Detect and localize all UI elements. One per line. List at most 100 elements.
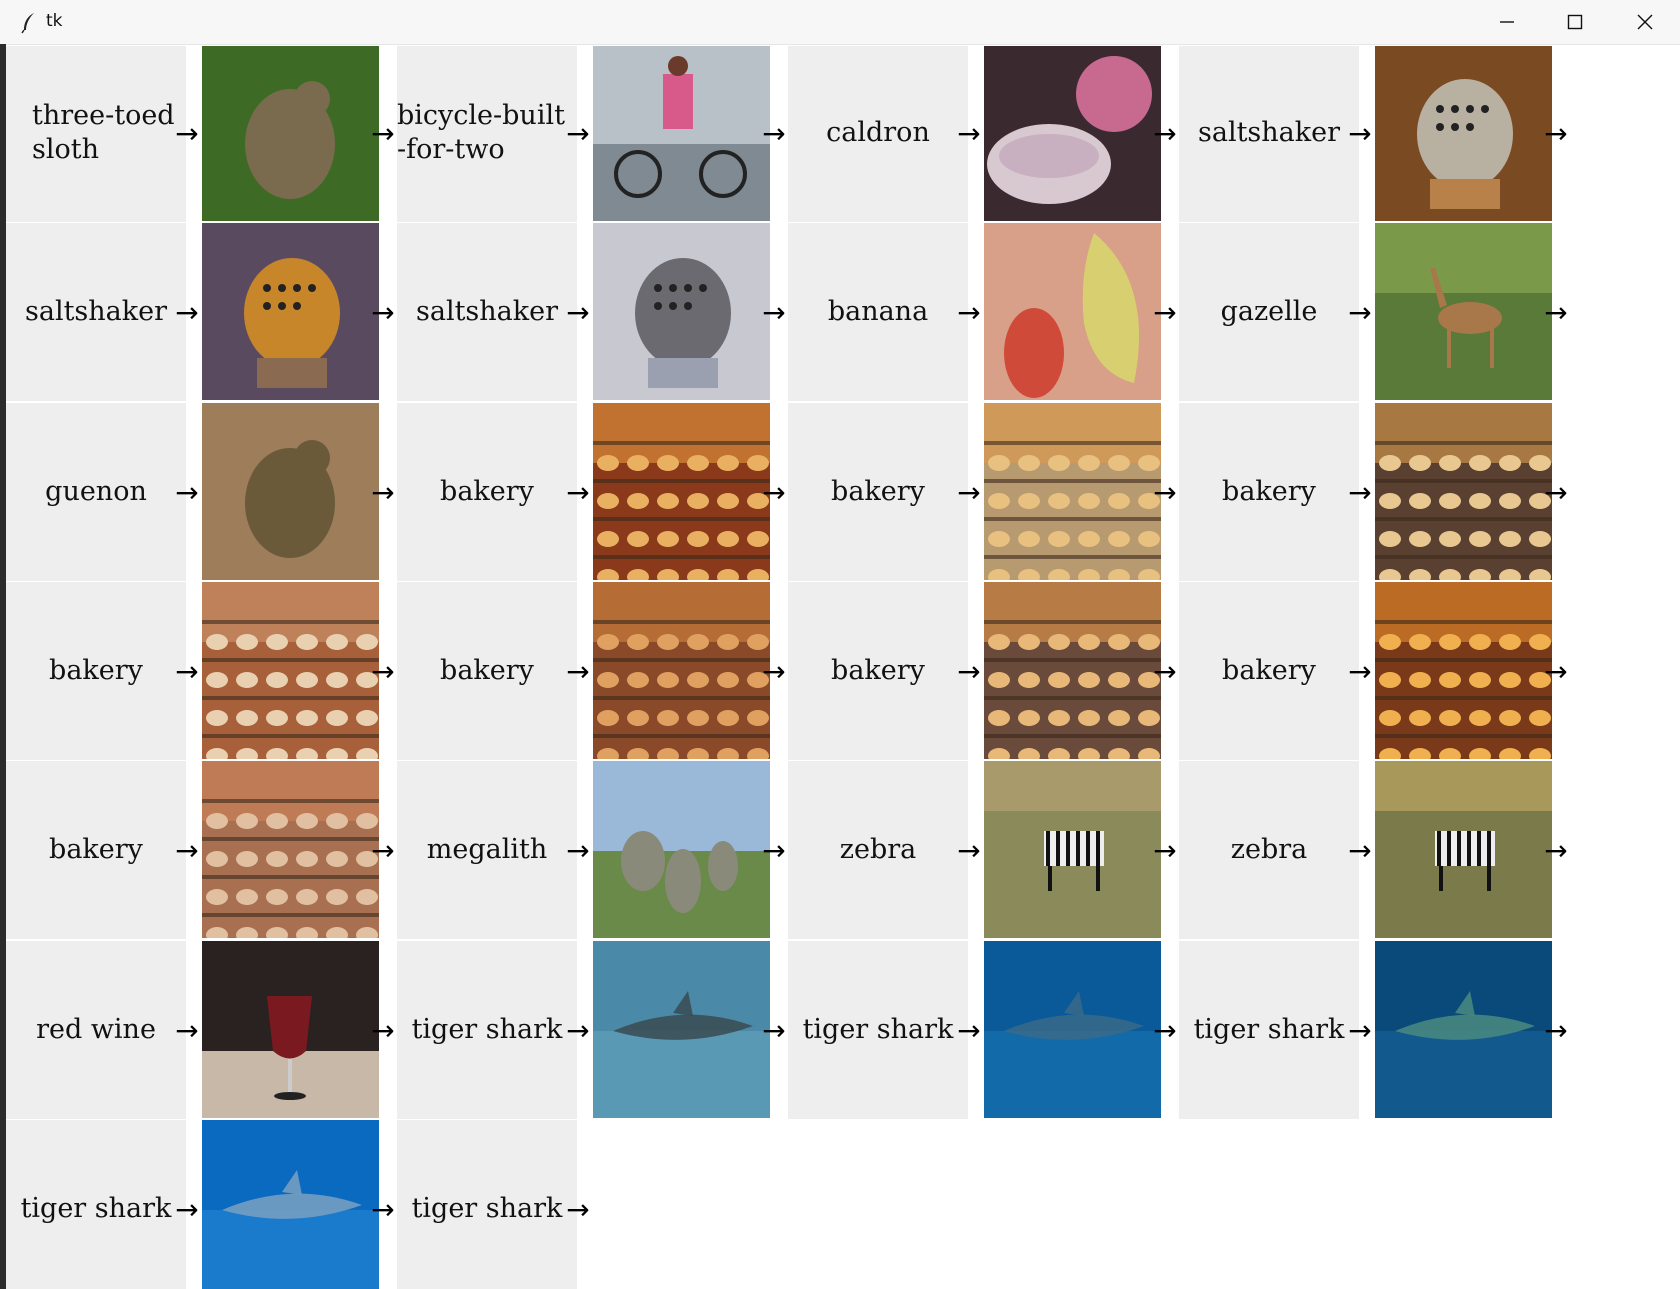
right-arrow-icon: → [175,833,199,867]
right-arrow-icon: → [1153,475,1177,509]
class-label: bakery [397,403,577,581]
class-label: bakery [1179,403,1359,581]
right-arrow-icon: → [957,475,981,509]
class-label: three-toed sloth [6,46,186,222]
class-label: red wine [6,941,186,1119]
right-arrow-icon: → [1348,116,1372,150]
title-bar[interactable]: tk [0,0,1680,45]
class-label: bakery [6,761,186,939]
class-label: tiger shark [1179,941,1359,1119]
close-icon [1637,14,1653,30]
right-arrow-icon: → [371,295,395,329]
right-arrow-icon: → [1544,654,1568,688]
right-arrow-icon: → [957,833,981,867]
minimize-icon [1500,21,1514,23]
right-arrow-icon: → [566,1192,590,1226]
minimize-button[interactable] [1474,0,1540,44]
class-label: bakery [1179,582,1359,760]
thumbnail-baker-woman [1375,403,1552,580]
thumbnail-shark-blue [984,941,1161,1118]
thumbnail-cauldron-bowl [984,46,1161,221]
right-arrow-icon: → [1153,833,1177,867]
right-arrow-icon: → [1153,116,1177,150]
class-label: guenon [6,403,186,581]
right-arrow-icon: → [371,1192,395,1226]
thumbnail-bakery-case [593,582,770,759]
right-arrow-icon: → [371,116,395,150]
class-label: saltshaker [1179,46,1359,222]
right-arrow-icon: → [957,654,981,688]
thumbnail-bakery-counter [984,403,1161,580]
class-label: bakery [397,582,577,760]
class-label: tiger shark [6,1120,186,1289]
thumbnail-shark-deep [1375,941,1552,1118]
close-button[interactable] [1612,0,1678,44]
right-arrow-icon: → [371,1013,395,1047]
class-label: bakery [788,582,968,760]
right-arrow-icon: → [566,654,590,688]
left-edge-strip [0,44,6,1289]
right-arrow-icon: → [1348,475,1372,509]
right-arrow-icon: → [1348,295,1372,329]
right-arrow-icon: → [1544,475,1568,509]
thumbnail-zebra-grass [984,761,1161,938]
class-label: bakery [788,403,968,581]
right-arrow-icon: → [175,654,199,688]
class-label: banana [788,223,968,401]
class-label: gazelle [1179,223,1359,401]
right-arrow-icon: → [371,833,395,867]
right-arrow-icon: → [957,295,981,329]
class-label: zebra [1179,761,1359,939]
right-arrow-icon: → [957,116,981,150]
right-arrow-icon: → [762,475,786,509]
right-arrow-icon: → [566,295,590,329]
right-arrow-icon: → [1348,1013,1372,1047]
right-arrow-icon: → [1544,116,1568,150]
window-title: tk [46,11,63,31]
thumbnail-bakery-market [984,582,1161,759]
class-label: tiger shark [397,1120,577,1289]
class-label: saltshaker [6,223,186,401]
thumbnail-monkey-tree [202,403,379,580]
thumbnail-bakery-display [202,582,379,759]
thumbnail-sloth-in-tree [202,46,379,221]
right-arrow-icon: → [957,1013,981,1047]
thumbnail-banana-hand [984,223,1161,400]
thumbnail-bakery-shop [202,761,379,938]
right-arrow-icon: → [762,654,786,688]
class-label: tiger shark [397,941,577,1119]
class-label: saltshaker [397,223,577,401]
right-arrow-icon: → [175,1192,199,1226]
right-arrow-icon: → [175,295,199,329]
right-arrow-icon: → [1348,833,1372,867]
right-arrow-icon: → [175,116,199,150]
thumbnail-saltshaker-closeup [1375,46,1552,221]
thumbnail-gazelle-field [1375,223,1552,400]
right-arrow-icon: → [1153,654,1177,688]
class-label: megalith [397,761,577,939]
class-label: caldron [788,46,968,222]
thumbnail-bakery-shelves [593,403,770,580]
right-arrow-icon: → [762,116,786,150]
right-arrow-icon: → [762,833,786,867]
thumbnail-zebra-savanna [1375,761,1552,938]
thumbnail-amber-saltshaker [202,223,379,400]
thumbnail-cyclist-tandem [593,46,770,221]
right-arrow-icon: → [1348,654,1372,688]
right-arrow-icon: → [175,475,199,509]
class-label: bakery [6,582,186,760]
image-chain-grid: three-toed sloth → → bicycle-built-for-two →… [6,46,1680,1289]
right-arrow-icon: → [371,654,395,688]
maximize-icon [1567,14,1583,30]
class-label: tiger shark [788,941,968,1119]
right-arrow-icon: → [566,475,590,509]
feather-icon [20,12,38,34]
right-arrow-icon: → [762,1013,786,1047]
right-arrow-icon: → [1544,295,1568,329]
thumbnail-standing-stones [593,761,770,938]
class-label: zebra [788,761,968,939]
right-arrow-icon: → [762,295,786,329]
right-arrow-icon: → [566,116,590,150]
maximize-button[interactable] [1542,0,1608,44]
